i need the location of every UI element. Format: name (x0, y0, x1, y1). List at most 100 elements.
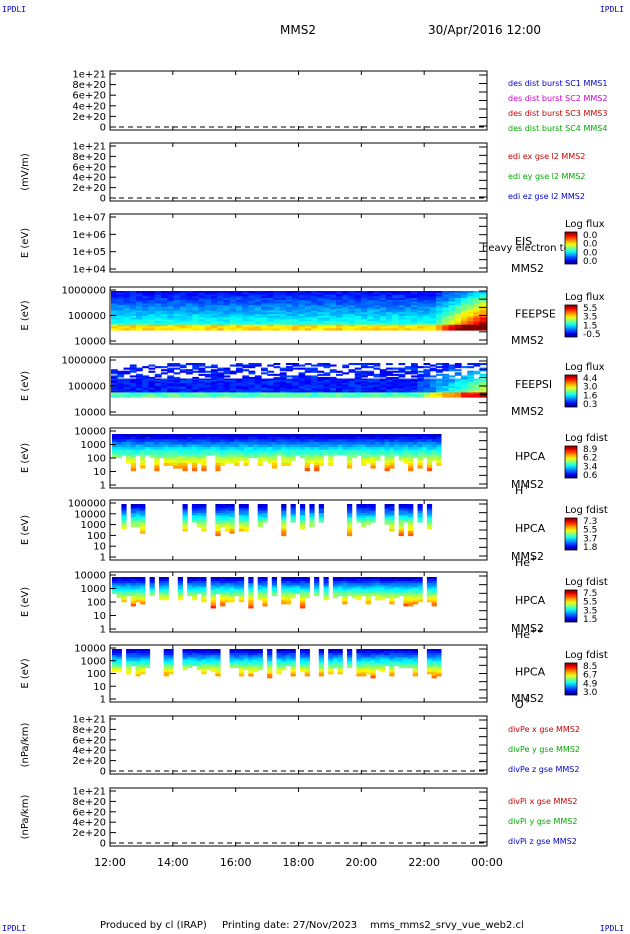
colorbar-tick-feepse-0: 5.5 (583, 304, 597, 314)
legend-entry-edi-1: edi ey gse l2 MMS2 (508, 172, 586, 181)
corner-label-bottom-left: IPDLI (2, 924, 27, 933)
corner-label-top-left: IPDLI (2, 5, 27, 14)
instrument-label-hpca_hepp: HPCA (515, 594, 546, 607)
y-tick-label-des-1: 8e+20 (72, 80, 106, 91)
legend-entry-divpe-1: divPe y gse MMS2 (508, 745, 580, 754)
colorbar-tick-feepsi-0: 4.4 (583, 374, 598, 384)
y-tick-label-eis-0: 1e+07 (72, 213, 106, 224)
y-tick-label-edi-5: 0 (100, 194, 106, 205)
spacecraft-label-eis: MMS2 (511, 262, 544, 275)
y-tick-label-des-5: 0 (100, 123, 106, 134)
y-tick-label-divpe-1: 8e+20 (72, 725, 106, 736)
colorbar-tick-hpca_hepp-0: 7.5 (583, 589, 597, 599)
spectrogram-hpca_o (112, 649, 442, 679)
y-axis-label-hpca_hepp: E (eV) (20, 587, 31, 617)
colorbar-tick-hpca_hepp-1: 5.5 (583, 598, 597, 608)
y-tick-label-hpca_o-2: 100 (87, 669, 106, 680)
colorbar-title-feepse: Log flux (565, 292, 605, 303)
species-label-hpca_o: O+ (515, 696, 530, 711)
legend-entry-des-0: des dist burst SC1 MMS1 (508, 79, 607, 88)
colorbar-tick-hpca_h-1: 6.2 (583, 454, 597, 464)
y-tick-label-des-0: 1e+21 (72, 70, 106, 81)
colorbar-feepse (564, 304, 578, 338)
x-tick-label-2: 16:00 (220, 856, 252, 869)
y-tick-label-divpe-4: 2e+20 (72, 756, 106, 767)
species-label-hpca_he: He+ (515, 554, 537, 569)
y-tick-label-hpca_he-0: 100000 (68, 499, 106, 510)
legend-entry-edi-0: edi ex gse l2 MMS2 (508, 152, 585, 161)
legend-entry-des-2: des dist burst SC3 MMS3 (508, 109, 607, 118)
y-tick-label-hpca_he-4: 10 (93, 542, 106, 553)
instrument-label-feepsi: FEEPSI (515, 378, 552, 391)
y-tick-label-hpca_h-1: 1000 (81, 440, 106, 451)
colorbar-title-hpca_o: Log fdist (565, 650, 608, 661)
y-axis-label-hpca_h: E (eV) (20, 443, 31, 473)
instrument-label-hpca_he: HPCA (515, 522, 546, 535)
legend-entry-des-1: des dist burst SC2 MMS2 (508, 94, 607, 103)
spacecraft-label-hpca_h: MMS2 (511, 478, 544, 491)
colorbar-tick-hpca_h-0: 8.9 (583, 445, 598, 455)
colorbar-tick-hpca_o-2: 4.9 (583, 679, 598, 689)
y-tick-label-hpca_hepp-3: 10 (93, 611, 106, 622)
y-tick-label-divpe-5: 0 (100, 767, 106, 778)
corner-label-top-right: IPDLI (599, 5, 624, 14)
species-label-hpca_h: H+ (515, 482, 530, 497)
colorbar-tick-feepse-3: -0.5 (583, 330, 601, 340)
colorbar-tick-hpca_o-1: 6.7 (583, 671, 597, 681)
colorbar-tick-feepsi-2: 1.6 (583, 391, 598, 401)
x-tick-label-1: 14:00 (157, 856, 189, 869)
x-tick-label-4: 20:00 (345, 856, 377, 869)
y-tick-label-divpi-3: 4e+20 (72, 818, 106, 829)
colorbar-tick-feepse-2: 1.5 (583, 321, 597, 331)
colorbar-hpca_he (564, 517, 578, 551)
y-tick-label-hpca_h-4: 1 (100, 481, 106, 492)
colorbar-tick-hpca_h-2: 3.4 (583, 462, 598, 472)
instrument-label-hpca_h: HPCA (515, 450, 546, 463)
corner-label-bottom-right: IPDLI (599, 924, 624, 933)
legend-entry-edi-2: edi ez gse l2 MMS2 (508, 192, 585, 201)
y-tick-label-hpca_h-0: 10000 (74, 427, 106, 438)
colorbar-tick-hpca_h-3: 0.6 (583, 471, 598, 481)
colorbar-tick-hpca_o-0: 8.5 (583, 662, 597, 672)
y-tick-label-hpca_he-2: 1000 (81, 520, 106, 531)
legend-entry-divpi-0: divPi x gse MMS2 (508, 797, 577, 806)
y-axis-label-hpca_he: E (eV) (20, 515, 31, 545)
instrument-label-feepse: FEEPSE (515, 308, 556, 321)
header-datetime: 30/Apr/2016 12:00 (428, 23, 542, 37)
y-tick-label-divpi-4: 2e+20 (72, 828, 106, 839)
y-axis-label-edi: (mV/m) (20, 153, 31, 191)
y-tick-label-hpca_he-1: 10000 (74, 509, 106, 520)
colorbar-tick-eis-3: 0.0 (583, 257, 598, 267)
y-tick-label-edi-2: 6e+20 (72, 162, 106, 173)
y-tick-label-divpi-5: 0 (100, 839, 106, 850)
y-axis-label-eis: E (eV) (20, 228, 31, 258)
y-tick-label-edi-4: 2e+20 (72, 183, 106, 194)
colorbar-tick-hpca_he-2: 3.7 (583, 534, 597, 544)
y-tick-label-feepsi-2: 10000 (74, 408, 106, 419)
y-tick-label-hpca_h-2: 100 (87, 454, 106, 465)
y-tick-label-des-4: 2e+20 (72, 112, 106, 123)
y-tick-label-feepse-0: 1000000 (61, 286, 106, 297)
footer-printing-date: Printing date: 27/Nov/2023 (222, 920, 358, 931)
spacecraft-label-hpca_o: MMS2 (511, 692, 544, 705)
colorbar-eis (564, 231, 578, 265)
extra-label-eis: heavy electron to (482, 243, 570, 254)
y-tick-label-des-2: 6e+20 (72, 91, 106, 102)
colorbar-tick-eis-2: 0.0 (583, 248, 598, 258)
spacecraft-label-feepse: MMS2 (511, 334, 544, 347)
colorbar-feepsi (564, 374, 578, 408)
y-tick-label-des-3: 4e+20 (72, 101, 106, 112)
y-tick-label-divpi-2: 6e+20 (72, 807, 106, 818)
y-tick-label-feepsi-0: 1000000 (61, 356, 106, 367)
x-tick-label-6: 00:00 (471, 856, 503, 869)
y-tick-label-divpe-2: 6e+20 (72, 735, 106, 746)
colorbar-tick-hpca_hepp-2: 3.5 (583, 606, 597, 616)
colorbar-title-hpca_hepp: Log fdist (565, 577, 608, 588)
legend-entry-divpe-0: divPe x gse MMS2 (508, 725, 580, 734)
y-tick-label-hpca_o-0: 10000 (74, 644, 106, 655)
y-axis-label-divpe: (nPa/km) (20, 723, 31, 768)
y-axis-label-feepse: E (eV) (20, 300, 31, 330)
colorbar-tick-feepse-1: 3.5 (583, 313, 597, 323)
y-tick-label-feepse-2: 10000 (74, 337, 106, 348)
